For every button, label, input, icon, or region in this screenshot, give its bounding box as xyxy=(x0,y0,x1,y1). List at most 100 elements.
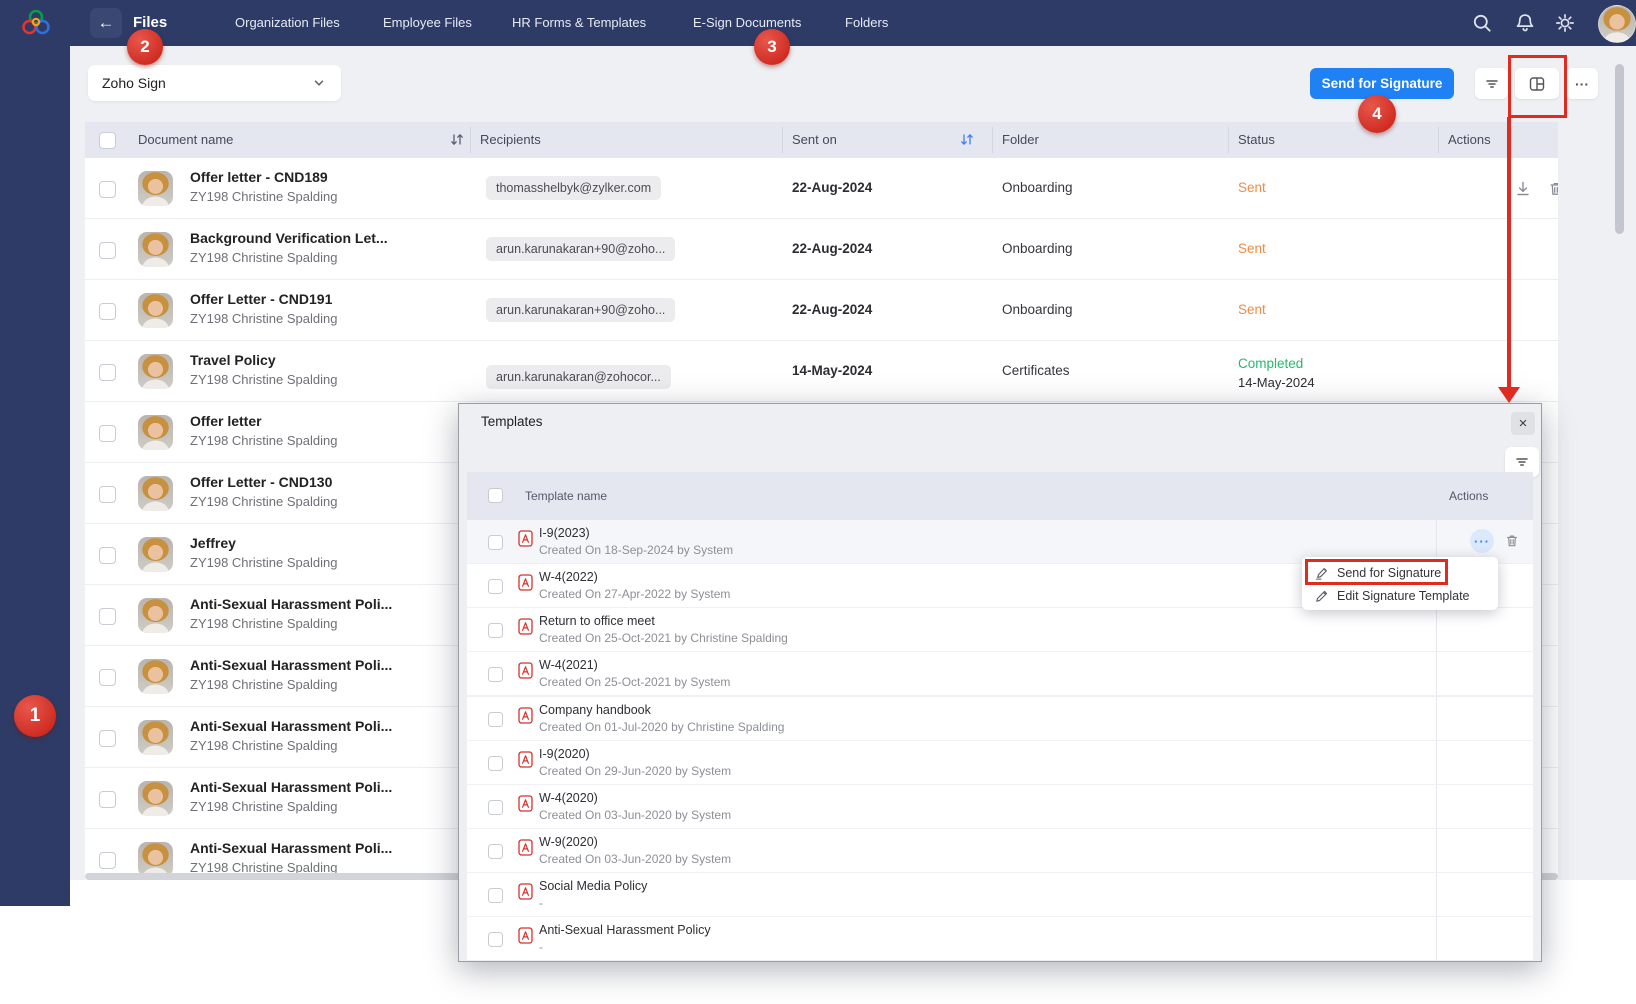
delete-trash-icon[interactable] xyxy=(1503,532,1521,550)
download-icon[interactable] xyxy=(1513,179,1533,199)
row-checkbox[interactable] xyxy=(99,364,116,381)
table-row[interactable]: Offer Letter - CND191 ZY198 Christine Sp… xyxy=(85,280,1558,341)
vertical-scrollbar[interactable] xyxy=(1615,64,1624,234)
source-select[interactable]: Zoho Sign xyxy=(88,65,341,101)
pdf-file-icon xyxy=(518,530,533,547)
template-name[interactable]: Anti-Sexual Harassment Policy xyxy=(539,923,711,937)
document-name[interactable]: Anti-Sexual Harassment Poli... xyxy=(190,779,393,795)
tab-organization-files[interactable]: Organization Files xyxy=(235,15,340,30)
document-name[interactable]: Offer Letter - CND191 xyxy=(190,291,333,307)
tab-hr-forms-templates[interactable]: HR Forms & Templates xyxy=(512,15,647,30)
table-row[interactable]: Offer letter - CND189 ZY198 Christine Sp… xyxy=(85,158,1558,219)
row-checkbox[interactable] xyxy=(99,486,116,503)
row-checkbox[interactable] xyxy=(488,756,503,771)
template-row[interactable]: I-9(2020) Created On 29-Jun-2020 by Syst… xyxy=(467,741,1533,785)
document-name[interactable]: Anti-Sexual Harassment Poli... xyxy=(190,840,393,856)
document-name[interactable]: Offer letter - CND189 xyxy=(190,169,328,185)
template-row[interactable]: W-4(2020) Created On 03-Jun-2020 by Syst… xyxy=(467,785,1533,829)
template-meta: - xyxy=(539,940,543,954)
template-row[interactable]: W-4(2021) Created On 25-Oct-2021 by Syst… xyxy=(467,652,1533,696)
row-checkbox[interactable] xyxy=(99,181,116,198)
col-folder[interactable]: Folder xyxy=(1002,132,1039,147)
col-status[interactable]: Status xyxy=(1238,132,1275,147)
template-name[interactable]: W-9(2020) xyxy=(539,835,598,849)
pdf-file-icon xyxy=(518,795,533,812)
template-name[interactable]: W-4(2022) xyxy=(539,570,598,584)
tab-esign-documents[interactable]: E-Sign Documents xyxy=(693,15,802,30)
tab-folders[interactable]: Folders xyxy=(845,15,889,30)
template-name[interactable]: I-9(2020) xyxy=(539,747,590,761)
row-checkbox[interactable] xyxy=(99,791,116,808)
row-checkbox[interactable] xyxy=(99,547,116,564)
template-row[interactable]: Company handbook Created On 01-Jul-2020 … xyxy=(467,697,1533,741)
document-name[interactable]: Anti-Sexual Harassment Poli... xyxy=(190,718,393,734)
template-row[interactable]: Return to office meet Created On 25-Oct-… xyxy=(467,608,1533,652)
document-name[interactable]: Jeffrey xyxy=(190,535,236,551)
row-checkbox[interactable] xyxy=(99,608,116,625)
table-row[interactable]: Background Verification Let... ZY198 Chr… xyxy=(85,219,1558,280)
row-checkbox[interactable] xyxy=(99,303,116,320)
document-name[interactable]: Anti-Sexual Harassment Poli... xyxy=(190,657,393,673)
row-checkbox[interactable] xyxy=(488,932,503,947)
row-checkbox[interactable] xyxy=(488,667,503,682)
document-name[interactable]: Travel Policy xyxy=(190,352,276,368)
template-name[interactable]: Company handbook xyxy=(539,703,651,717)
sort-icon[interactable] xyxy=(448,131,466,149)
row-checkbox[interactable] xyxy=(99,425,116,442)
template-name[interactable]: I-9(2023) xyxy=(539,526,590,540)
notifications-bell-icon[interactable] xyxy=(1513,11,1537,35)
tab-employee-files[interactable]: Employee Files xyxy=(383,15,472,30)
template-name[interactable]: Social Media Policy xyxy=(539,879,648,893)
filter-button[interactable] xyxy=(1475,68,1508,99)
col-document-name[interactable]: Document name xyxy=(138,132,234,147)
template-name[interactable]: W-4(2020) xyxy=(539,791,598,805)
select-all-checkbox[interactable] xyxy=(99,132,116,149)
column-divider xyxy=(1436,917,1437,960)
template-row[interactable]: W-9(2020) Created On 03-Jun-2020 by Syst… xyxy=(467,829,1533,873)
view-layout-button[interactable] xyxy=(1515,68,1559,99)
row-checkbox[interactable] xyxy=(488,888,503,903)
row-checkbox[interactable] xyxy=(488,579,503,594)
edit-pencil-icon xyxy=(1316,590,1328,602)
row-checkbox[interactable] xyxy=(488,800,503,815)
user-avatar[interactable] xyxy=(1598,5,1636,43)
back-button[interactable]: ← xyxy=(90,8,122,38)
search-icon[interactable] xyxy=(1470,11,1494,35)
select-all-checkbox[interactable] xyxy=(488,488,503,503)
delete-trash-icon[interactable] xyxy=(1546,179,1558,199)
template-name[interactable]: W-4(2021) xyxy=(539,658,598,672)
template-row[interactable]: Social Media Policy - xyxy=(467,873,1533,917)
send-for-signature-button[interactable]: Send for Signature xyxy=(1310,68,1454,99)
modal-close-button[interactable]: × xyxy=(1511,412,1535,435)
col-recipients[interactable]: Recipients xyxy=(480,132,541,147)
settings-gear-icon[interactable] xyxy=(1553,11,1577,35)
template-row[interactable]: I-9(2023) Created On 18-Sep-2024 by Syst… xyxy=(467,520,1533,564)
template-meta: Created On 03-Jun-2020 by System xyxy=(539,808,732,822)
col-template-name[interactable]: Template name xyxy=(525,489,608,503)
document-name[interactable]: Anti-Sexual Harassment Poli... xyxy=(190,596,393,612)
row-checkbox[interactable] xyxy=(488,712,503,727)
document-name[interactable]: Offer Letter - CND130 xyxy=(190,474,333,490)
more-options-button[interactable]: ··· xyxy=(1566,68,1598,99)
row-more-actions-button[interactable]: ··· xyxy=(1470,529,1494,553)
template-row[interactable]: Anti-Sexual Harassment Policy - xyxy=(467,917,1533,961)
row-checkbox[interactable] xyxy=(488,535,503,550)
menu-item-label: Send for Signature xyxy=(1337,566,1442,580)
row-checkbox[interactable] xyxy=(488,623,503,638)
row-checkbox[interactable] xyxy=(99,669,116,686)
document-name[interactable]: Offer letter xyxy=(190,413,262,429)
row-checkbox[interactable] xyxy=(99,852,116,869)
menu-item-send-for-signature[interactable]: Send for Signature xyxy=(1302,561,1498,585)
column-divider xyxy=(1436,608,1437,651)
template-name[interactable]: Return to office meet xyxy=(539,614,655,628)
document-owner: ZY198 Christine Spalding xyxy=(190,555,338,570)
col-sent-on[interactable]: Sent on xyxy=(792,132,837,147)
row-checkbox[interactable] xyxy=(99,730,116,747)
menu-item-edit-signature-template[interactable]: Edit Signature Template xyxy=(1302,584,1498,608)
row-checkbox[interactable] xyxy=(488,844,503,859)
table-row[interactable]: Travel Policy ZY198 Christine Spalding a… xyxy=(85,341,1558,402)
document-name[interactable]: Background Verification Let... xyxy=(190,230,388,246)
row-checkbox[interactable] xyxy=(99,242,116,259)
templates-table-header: Template name Actions xyxy=(467,472,1533,520)
sort-active-icon[interactable] xyxy=(958,131,976,149)
